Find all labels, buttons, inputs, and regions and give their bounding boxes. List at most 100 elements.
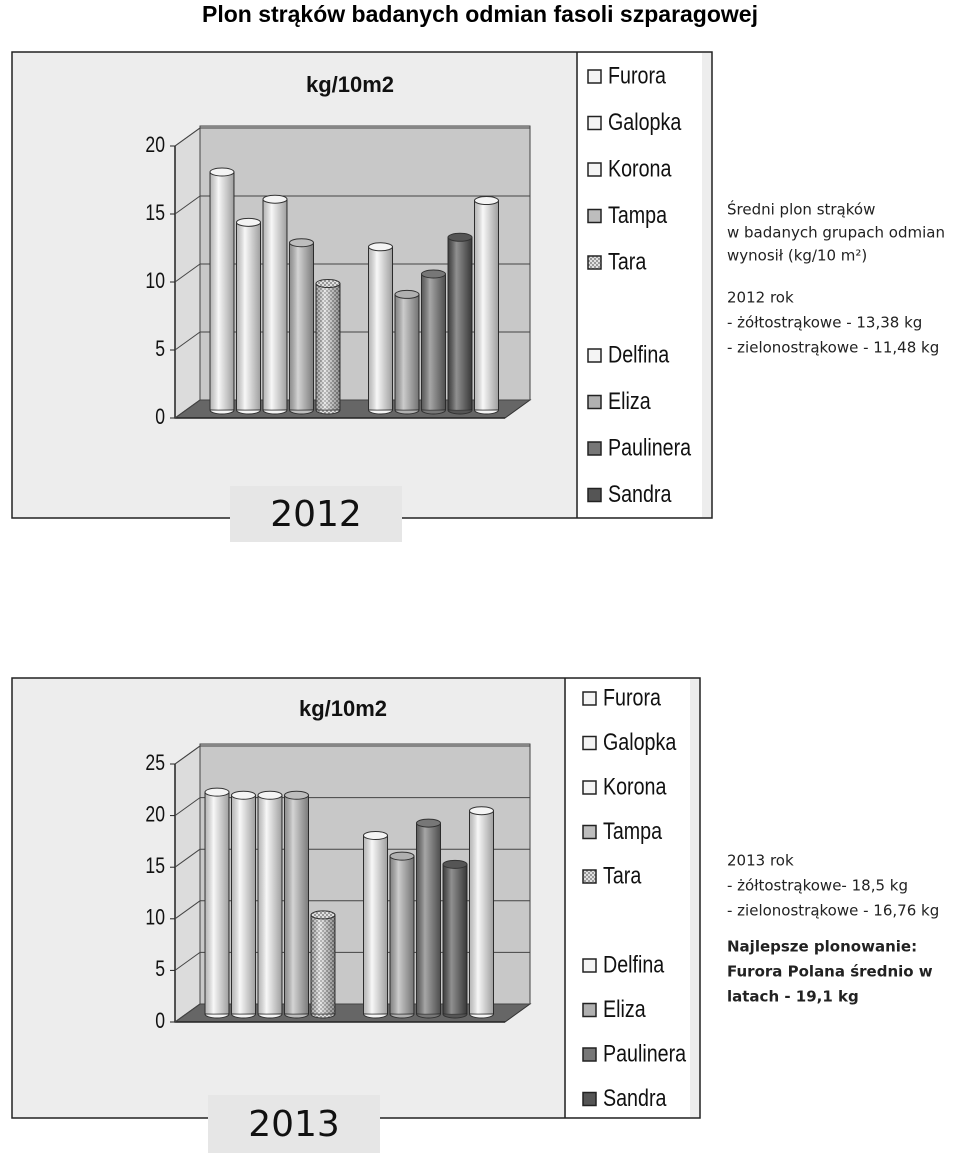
bar-cap — [389, 851, 415, 861]
bar-shade — [421, 274, 446, 410]
bar-cap — [284, 790, 309, 800]
bar-cap — [368, 242, 393, 252]
bar-cap — [204, 787, 230, 797]
note-bold-line: Furora Polana średnio w — [727, 963, 933, 981]
grid-line — [174, 399, 201, 419]
y-tick-label: 10 — [145, 269, 165, 293]
legend-label: Tara — [608, 247, 647, 274]
bar-cap — [262, 194, 288, 204]
side-wall — [174, 745, 201, 1023]
grid-line — [174, 848, 201, 868]
bar-cap — [236, 217, 261, 227]
legend-swatch — [587, 208, 602, 224]
bar-cap — [310, 910, 336, 920]
y-tick-label: 5 — [155, 957, 165, 981]
bar-shade — [231, 795, 256, 1014]
bar-shade — [416, 823, 441, 1014]
grid-line — [174, 745, 201, 765]
legend-swatch — [587, 441, 602, 456]
y-tick-label: 20 — [145, 803, 165, 827]
bar-cap — [421, 269, 446, 279]
legend-bg — [566, 679, 690, 1117]
note-line: - zielonostrąkowe - 16,76 kg — [727, 902, 939, 920]
y-tick-label: 20 — [145, 133, 165, 157]
legend-swatch — [587, 348, 602, 363]
unit-label: kg/10m2 — [299, 696, 387, 721]
note-line: 2013 rok — [727, 852, 794, 870]
year-box — [208, 1095, 380, 1153]
legend-swatch — [587, 487, 602, 503]
bar-shade — [263, 199, 287, 410]
grid-line — [174, 797, 201, 817]
y-tick-label: 25 — [145, 751, 165, 775]
bar-cap — [209, 167, 235, 177]
legend-label: Eliza — [608, 387, 651, 414]
page-title: Plon strąków badanych odmian fasoli szpa… — [202, 1, 758, 27]
note-line: 2012 rok — [727, 289, 794, 307]
legend-label: Furora — [603, 683, 662, 710]
bar-cap — [474, 196, 499, 206]
legend-bg — [578, 53, 702, 517]
bar-shade — [316, 283, 340, 410]
legend-label: Eliza — [603, 995, 646, 1022]
legend-label: Tampa — [608, 201, 668, 228]
grid-line — [174, 263, 201, 283]
legend-swatch — [587, 115, 602, 131]
note-line: w badanych grupach odmian — [727, 224, 945, 242]
bar-cap — [257, 790, 283, 800]
year-box — [230, 486, 402, 542]
grid-line — [174, 195, 201, 215]
unit-label: kg/10m2 — [306, 72, 394, 97]
grid-line — [174, 900, 201, 920]
legend-swatch — [587, 255, 602, 270]
bar-cap — [394, 289, 420, 299]
bar-shade — [474, 200, 499, 410]
bar-cap — [363, 830, 388, 840]
legend-label: Galopka — [608, 108, 682, 135]
legend-swatch — [587, 394, 602, 410]
legend-label: Tara — [603, 861, 642, 888]
bar-shade — [469, 810, 494, 1014]
year-label: 2013 — [248, 1104, 340, 1145]
grid-line — [174, 331, 201, 351]
bar-cap — [447, 232, 473, 242]
legend-swatch — [582, 691, 597, 706]
bar-shade — [205, 792, 229, 1014]
legend-label: Sandra — [608, 480, 672, 507]
legend-swatch — [582, 780, 597, 795]
legend-label: Korona — [608, 154, 672, 181]
grid-line — [174, 951, 201, 971]
bar-cap — [231, 790, 256, 800]
legend-label: Paulinera — [608, 433, 692, 460]
note-line: Średni plon strąków — [727, 200, 875, 219]
note-bold-line: Najlepsze plonowanie: — [727, 938, 917, 956]
legend-swatch — [582, 1047, 597, 1062]
legend-label: Korona — [603, 772, 667, 799]
y-tick-label: 0 — [155, 405, 165, 429]
legend-label: Delfina — [603, 950, 665, 977]
legend-label: Paulinera — [603, 1039, 687, 1066]
legend-swatch — [582, 824, 597, 840]
note-bold-line: latach - 19,1 kg — [727, 988, 859, 1006]
legend-swatch — [582, 1002, 597, 1018]
bar-shade — [210, 172, 234, 410]
legend-label: Furora — [608, 61, 667, 88]
bar-cap — [442, 859, 468, 869]
note-line: - żółtostrąkowe - 13,38 kg — [727, 314, 922, 332]
grid-line — [174, 1003, 201, 1023]
y-tick-label: 10 — [145, 906, 165, 930]
bar-cap — [469, 806, 494, 816]
bar-shade — [258, 795, 282, 1014]
bar-cap — [289, 238, 314, 248]
bar-shade — [311, 914, 335, 1014]
year-label: 2012 — [270, 494, 362, 535]
bar-shade — [448, 237, 472, 410]
bar-cap — [315, 279, 341, 289]
bar-shade — [284, 795, 309, 1014]
legend-swatch — [582, 1091, 597, 1107]
bar-shade — [395, 294, 419, 410]
legend-swatch — [582, 869, 597, 884]
bar-shade — [390, 856, 414, 1014]
note-line: - żółtostrąkowe- 18,5 kg — [727, 877, 908, 895]
